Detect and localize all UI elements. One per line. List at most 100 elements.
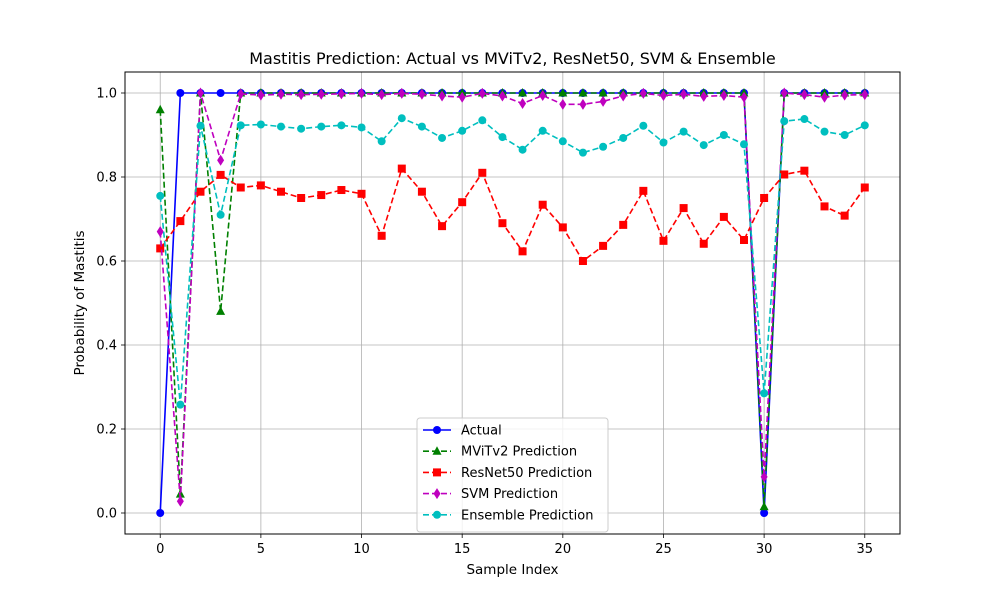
data-point xyxy=(639,121,648,130)
x-tick-label: 30 xyxy=(756,542,773,557)
y-tick-label: 0.4 xyxy=(96,339,117,354)
legend-label: ResNet50 Prediction xyxy=(461,466,592,481)
x-tick-label: 10 xyxy=(353,542,370,557)
data-point xyxy=(236,183,245,192)
data-point xyxy=(739,236,748,244)
data-point xyxy=(780,117,789,126)
data-point xyxy=(840,211,849,220)
data-point xyxy=(559,98,567,110)
data-point xyxy=(840,131,849,139)
data-point xyxy=(680,88,688,100)
data-point xyxy=(417,187,426,196)
data-point xyxy=(679,127,688,136)
plot-series xyxy=(155,87,870,517)
data-point xyxy=(458,91,466,103)
data-point xyxy=(156,244,165,253)
data-point xyxy=(155,104,165,114)
data-point xyxy=(156,191,165,200)
series-ensemble-prediction xyxy=(156,114,869,409)
data-point xyxy=(579,98,587,110)
data-point xyxy=(659,90,667,102)
data-point xyxy=(397,164,406,173)
data-point xyxy=(538,126,547,135)
data-point xyxy=(377,231,386,240)
x-tick-label: 15 xyxy=(454,542,471,557)
data-point xyxy=(558,88,568,97)
data-point xyxy=(337,121,346,130)
legend-marker xyxy=(433,510,441,519)
data-point xyxy=(357,189,366,198)
y-axis-label: Probability of Mastitis xyxy=(72,230,88,375)
y-tick-label: 1.0 xyxy=(96,87,117,102)
data-point xyxy=(216,306,226,315)
data-point xyxy=(256,120,265,129)
data-point xyxy=(800,166,809,175)
data-point xyxy=(780,170,789,179)
data-point xyxy=(478,87,486,99)
legend-item: Ensemble Prediction xyxy=(423,508,593,523)
data-point xyxy=(196,187,205,196)
data-point xyxy=(800,89,808,101)
data-point xyxy=(518,145,527,154)
data-point xyxy=(699,141,708,150)
data-point xyxy=(277,122,286,131)
data-point xyxy=(196,121,205,130)
data-point xyxy=(760,509,769,517)
data-point xyxy=(619,220,628,229)
data-point xyxy=(639,186,648,195)
data-point xyxy=(599,142,608,151)
legend-item: SVM Prediction xyxy=(423,487,558,502)
legend-marker xyxy=(433,468,441,477)
legend-item: Actual xyxy=(423,424,502,439)
data-point xyxy=(418,88,426,100)
x-tick-label: 35 xyxy=(856,542,873,557)
chart-title: Mastitis Prediction: Actual vs MViTv2, R… xyxy=(249,49,776,68)
data-point xyxy=(277,187,286,196)
x-axis-label: Sample Index xyxy=(466,562,558,578)
plot-area-frame xyxy=(124,71,901,535)
series-resnet50-prediction xyxy=(156,164,869,265)
data-point xyxy=(317,191,326,200)
data-point xyxy=(759,501,769,511)
data-point xyxy=(317,122,326,131)
data-point xyxy=(277,88,285,100)
x-tick-label: 25 xyxy=(655,542,672,557)
legend-label: Actual xyxy=(461,424,502,439)
data-point xyxy=(861,89,869,101)
legend-marker xyxy=(433,426,441,434)
data-point xyxy=(176,217,185,226)
data-point xyxy=(740,91,748,103)
data-point xyxy=(438,133,447,142)
legend-marker xyxy=(433,488,441,500)
data-point xyxy=(821,91,829,103)
data-point xyxy=(438,90,446,102)
data-point xyxy=(558,223,567,232)
y-tick-label: 0.6 xyxy=(96,255,117,270)
data-point xyxy=(719,131,728,139)
data-point xyxy=(458,126,467,135)
data-point xyxy=(599,241,608,250)
axis-ticks: 0 5 10 15 20 25 30 35 0.0 0.2 0.4 0.6 0.8 1.0 xyxy=(96,87,873,558)
data-point xyxy=(357,123,366,132)
data-point xyxy=(417,122,426,131)
data-point xyxy=(518,88,528,97)
legend-item: ResNet50 Prediction xyxy=(423,466,592,481)
data-point xyxy=(498,219,507,228)
data-point xyxy=(619,90,627,102)
data-point xyxy=(659,236,668,245)
data-point xyxy=(860,121,869,130)
data-point xyxy=(337,88,345,100)
data-point xyxy=(679,204,688,213)
data-point xyxy=(216,89,225,97)
data-point xyxy=(619,133,628,142)
data-point xyxy=(297,194,306,202)
data-point xyxy=(719,212,728,221)
y-tick-label: 0.8 xyxy=(96,171,117,186)
data-point xyxy=(438,222,447,231)
y-tick-label: 0.2 xyxy=(96,423,117,438)
data-point xyxy=(841,89,849,101)
data-point xyxy=(519,98,527,109)
data-point xyxy=(317,88,325,100)
data-point xyxy=(216,210,225,219)
